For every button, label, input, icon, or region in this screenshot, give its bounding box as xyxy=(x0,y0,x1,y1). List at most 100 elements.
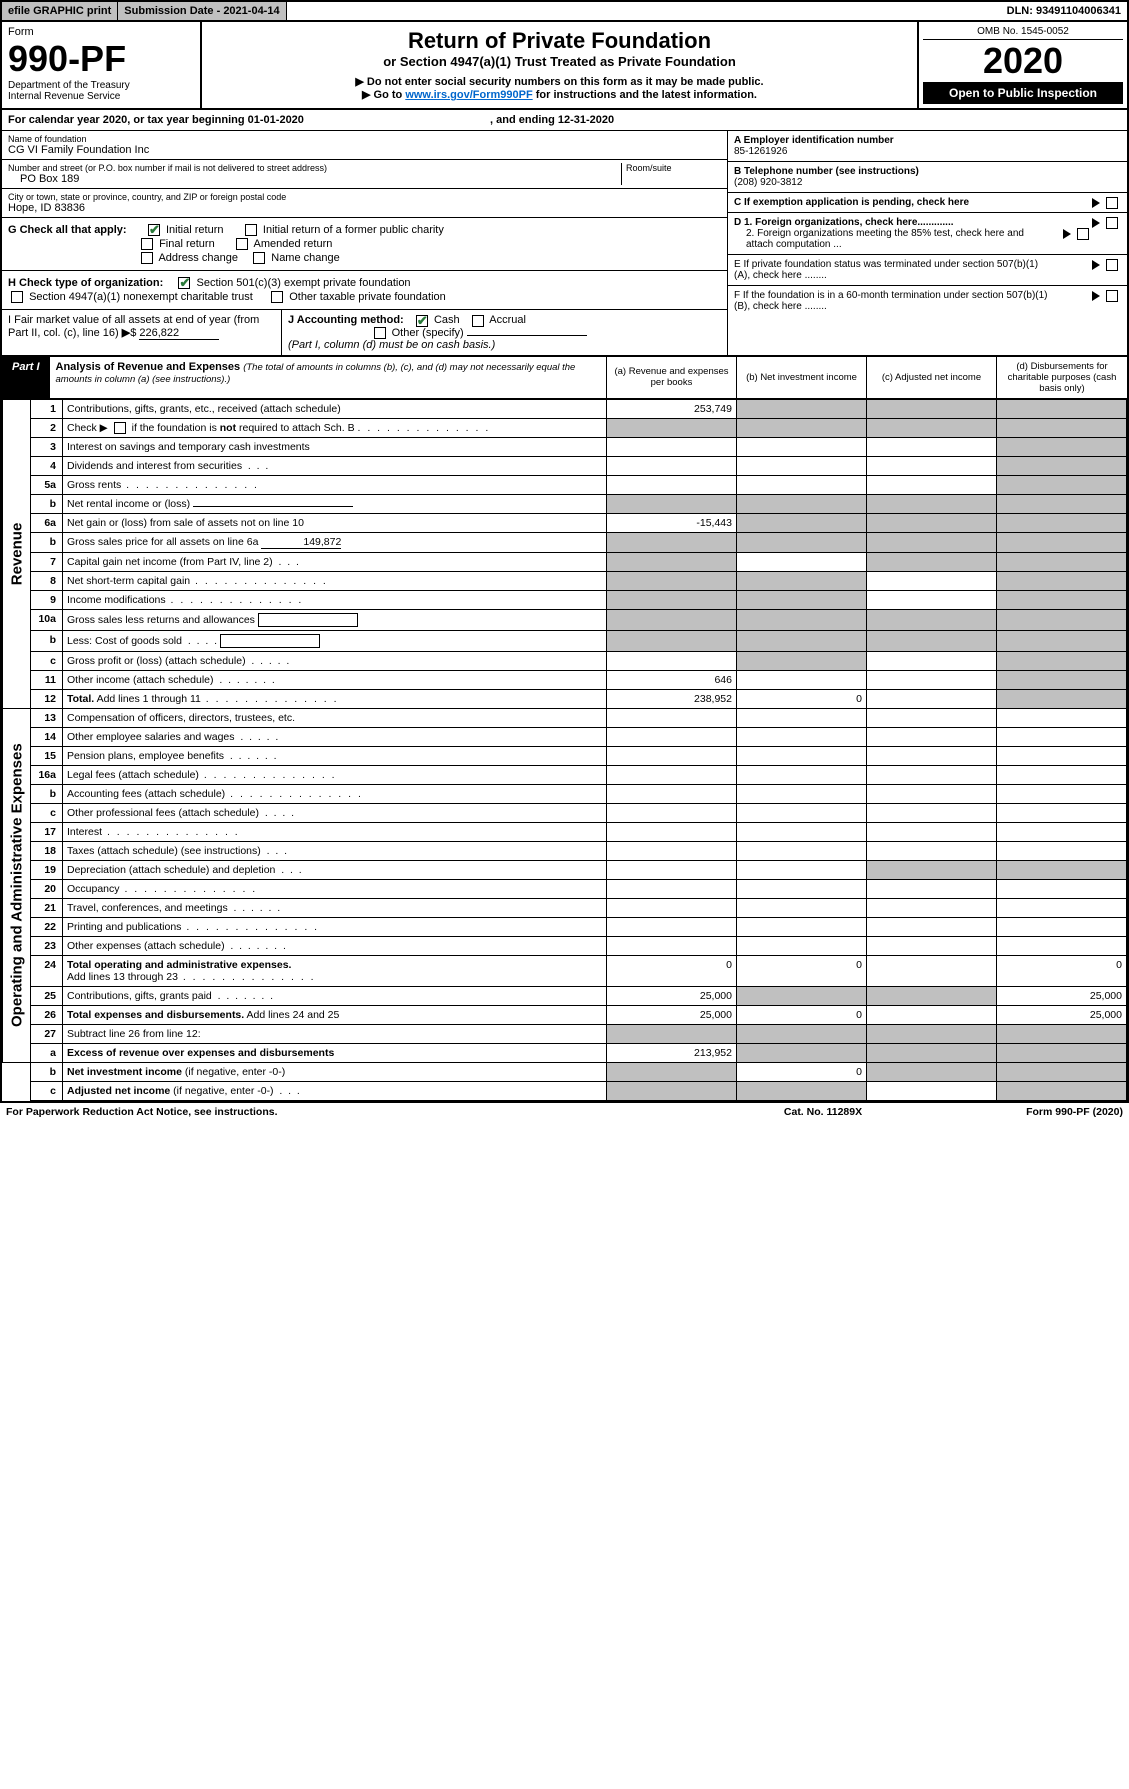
line-14-desc: Other employee salaries and wages . . . … xyxy=(63,727,607,746)
table-row: 27Subtract line 26 from line 12: xyxy=(3,1024,1127,1043)
line-12-desc: Total. Add lines 1 through 11 xyxy=(63,689,607,708)
instr-2-post: for instructions and the latest informat… xyxy=(533,89,757,101)
table-row: 12Total. Add lines 1 through 11238,9520 xyxy=(3,689,1127,708)
h-501c3: Section 501(c)(3) exempt private foundat… xyxy=(197,277,411,289)
g-initial: Initial return xyxy=(166,224,223,236)
e-label: E If private foundation status was termi… xyxy=(734,259,1054,281)
table-row: 25Contributions, gifts, grants paid . . … xyxy=(3,986,1127,1005)
cal-year-begin: For calendar year 2020, or tax year begi… xyxy=(8,114,304,126)
checkbox-amended[interactable] xyxy=(236,238,248,250)
h-4947: Section 4947(a)(1) nonexempt charitable … xyxy=(29,291,253,303)
address-label: Number and street (or P.O. box number if… xyxy=(8,163,621,173)
line-22-desc: Printing and publications xyxy=(63,917,607,936)
efile-print-button[interactable]: efile GRAPHIC print xyxy=(2,2,118,20)
submission-date: Submission Date - 2021-04-14 xyxy=(118,2,286,20)
checkbox-initial-return[interactable] xyxy=(148,224,160,236)
top-spacer xyxy=(287,2,1001,20)
table-row: bLess: Cost of goods sold . . . . xyxy=(3,630,1127,651)
checkbox-c[interactable] xyxy=(1106,197,1118,209)
checkbox-other-taxable[interactable] xyxy=(271,291,283,303)
info-right: A Employer identification number 85-1261… xyxy=(727,131,1127,355)
part1-title: Analysis of Revenue and Expenses xyxy=(56,361,241,373)
checkbox-address-change[interactable] xyxy=(141,252,153,264)
f-cell: F If the foundation is in a 60-month ter… xyxy=(728,286,1127,316)
section-h: H Check type of organization: Section 50… xyxy=(2,271,727,310)
line-5b-desc: Net rental income or (loss) xyxy=(63,494,607,513)
checkbox-accrual[interactable] xyxy=(472,315,484,327)
j-note: (Part I, column (d) must be on cash basi… xyxy=(288,339,495,351)
arrow-icon xyxy=(1092,291,1100,301)
line-24-b: 0 xyxy=(737,955,867,986)
d-cell: D 1. Foreign organizations, check here..… xyxy=(728,213,1127,255)
j-accrual: Accrual xyxy=(489,314,526,326)
d1-label: D 1. Foreign organizations, check here..… xyxy=(734,217,954,228)
footer-left: For Paperwork Reduction Act Notice, see … xyxy=(6,1106,723,1118)
checkbox-d2[interactable] xyxy=(1077,228,1089,240)
foundation-name: CG VI Family Foundation Inc xyxy=(8,144,721,156)
checkbox-f[interactable] xyxy=(1106,290,1118,302)
header-left: Form 990-PF Department of the Treasury I… xyxy=(2,22,202,108)
table-row: 24Total operating and administrative exp… xyxy=(3,955,1127,986)
line-26-a: 25,000 xyxy=(607,1005,737,1024)
calendar-year-row: For calendar year 2020, or tax year begi… xyxy=(2,110,1127,131)
checkbox-initial-former[interactable] xyxy=(245,224,257,236)
arrow-icon xyxy=(1092,260,1100,270)
checkbox-other-method[interactable] xyxy=(374,327,386,339)
form990pf-link[interactable]: www.irs.gov/Form990PF xyxy=(405,89,532,101)
table-row: bGross sales price for all assets on lin… xyxy=(3,532,1127,552)
ein-label: A Employer identification number xyxy=(734,135,894,146)
checkbox-cash[interactable] xyxy=(416,315,428,327)
i-value: 226,822 xyxy=(139,327,219,340)
foundation-name-label: Name of foundation xyxy=(8,134,721,144)
checkbox-4947[interactable] xyxy=(11,291,23,303)
expenses-vlabel: Operating and Administrative Expenses xyxy=(3,708,31,1062)
line-11-desc: Other income (attach schedule) . . . . .… xyxy=(63,670,607,689)
line-27a-desc: Excess of revenue over expenses and disb… xyxy=(63,1043,607,1062)
header: Form 990-PF Department of the Treasury I… xyxy=(2,22,1127,110)
line-24-a: 0 xyxy=(607,955,737,986)
checkbox-501c3[interactable] xyxy=(178,277,190,289)
table-row: 23Other expenses (attach schedule) . . .… xyxy=(3,936,1127,955)
table-row: 16aLegal fees (attach schedule) xyxy=(3,765,1127,784)
line-13-desc: Compensation of officers, directors, tru… xyxy=(63,708,607,727)
table-row: bNet rental income or (loss) xyxy=(3,494,1127,513)
line-6b-desc: Gross sales price for all assets on line… xyxy=(63,532,607,552)
line-27c-desc: Adjusted net income (if negative, enter … xyxy=(63,1081,607,1100)
footer-mid: Cat. No. 11289X xyxy=(723,1106,923,1118)
line-10b-desc: Less: Cost of goods sold . . . . xyxy=(63,630,607,651)
table-row: Revenue 1 Contributions, gifts, grants, … xyxy=(3,399,1127,418)
line-16c-desc: Other professional fees (attach schedule… xyxy=(63,803,607,822)
arrow-icon xyxy=(1092,218,1100,228)
table-row: 21Travel, conferences, and meetings . . … xyxy=(3,898,1127,917)
table-row: Operating and Administrative Expenses 13… xyxy=(3,708,1127,727)
checkbox-name-change[interactable] xyxy=(253,252,265,264)
checkbox-sch-b[interactable] xyxy=(114,422,126,434)
info-left: Name of foundation CG VI Family Foundati… xyxy=(2,131,727,355)
part1-label: Part I xyxy=(2,357,50,398)
i-label: I Fair market value of all assets at end… xyxy=(8,314,259,339)
address-value: PO Box 189 xyxy=(8,173,621,185)
instr-2: ▶ Go to www.irs.gov/Form990PF for instru… xyxy=(212,88,907,101)
lines-table: Revenue 1 Contributions, gifts, grants, … xyxy=(2,399,1127,1101)
checkbox-final[interactable] xyxy=(141,238,153,250)
revenue-vlabel: Revenue xyxy=(3,399,31,708)
phone-value: (208) 920-3812 xyxy=(734,177,802,188)
line-10a-desc: Gross sales less returns and allowances xyxy=(63,609,607,630)
checkbox-d1[interactable] xyxy=(1106,217,1118,229)
ein-cell: A Employer identification number 85-1261… xyxy=(728,131,1127,162)
line-27a-a: 213,952 xyxy=(607,1043,737,1062)
top-bar: efile GRAPHIC print Submission Date - 20… xyxy=(2,2,1127,22)
c-cell: C If exemption application is pending, c… xyxy=(728,193,1127,213)
j-label: J Accounting method: xyxy=(288,314,404,326)
table-row: 4Dividends and interest from securities … xyxy=(3,456,1127,475)
form-word: Form xyxy=(8,26,194,38)
line-24-d: 0 xyxy=(997,955,1127,986)
table-row: 17Interest xyxy=(3,822,1127,841)
table-row: 10aGross sales less returns and allowanc… xyxy=(3,609,1127,630)
footer-right: Form 990-PF (2020) xyxy=(923,1106,1123,1118)
checkbox-e[interactable] xyxy=(1106,259,1118,271)
line-6a-a: -15,443 xyxy=(607,513,737,532)
line-26-desc: Total expenses and disbursements. Add li… xyxy=(63,1005,607,1024)
table-row: bAccounting fees (attach schedule) xyxy=(3,784,1127,803)
dept-label: Department of the Treasury xyxy=(8,80,194,91)
